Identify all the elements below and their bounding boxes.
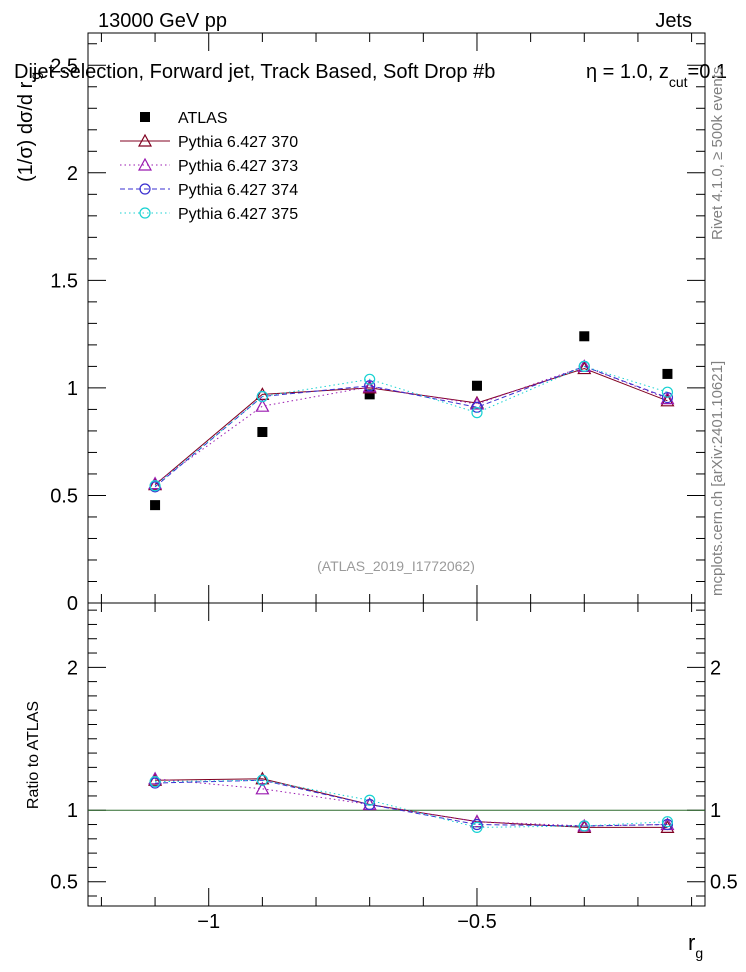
main-point-p375 — [661, 386, 674, 398]
main-y-tick-label: 0.5 — [50, 485, 78, 507]
ratio-point-p375 — [578, 820, 590, 832]
ratio-y-tick-label-right: 2 — [710, 657, 721, 679]
main-series-line-p370 — [154, 368, 668, 486]
main-series-p373 — [148, 359, 675, 490]
main-y-tick-label: 1 — [67, 378, 78, 400]
main-point-atlas — [471, 380, 482, 391]
analysis-id-label: (ATLAS_2019_I1772062) — [317, 558, 475, 574]
ratio-y-tick-label-left: 2 — [67, 657, 78, 679]
params-label: η = 1.0, zcut=0.1 — [586, 61, 727, 90]
x-tick-label: −0.5 — [457, 911, 496, 933]
main-point-p370 — [660, 393, 675, 407]
main-y-tick-label: 0 — [67, 593, 78, 615]
main-y-tick-label: 2 — [67, 163, 78, 185]
ratio-series-line-p375 — [155, 779, 668, 828]
main-y-axis-title-text: (1/σ) dσ/d r — [15, 81, 37, 182]
ratio-y-tick-label-left: 0.5 — [50, 872, 78, 894]
main-point-atlas — [257, 427, 268, 437]
legend: ATLAS Pythia 6.427 370 Pythia 6.427 373 Pyt… — [120, 110, 298, 223]
ratio-point-p374 — [364, 798, 376, 811]
legend-marker-p374 — [139, 183, 151, 195]
main-series-p374 — [149, 360, 674, 493]
ratio-y-tick-label-left: 1 — [67, 800, 78, 822]
x-axis-title-sub: g — [695, 945, 703, 961]
main-series-line-p375 — [154, 365, 668, 487]
x-axis-title: rg — [688, 930, 703, 961]
main-series-p370 — [148, 361, 675, 491]
ratio-point-p370 — [577, 820, 592, 833]
selection-label: Dijet selection, Forward jet, Track Base… — [14, 61, 495, 83]
main-point-p375 — [471, 407, 483, 419]
legend-marker-p375 — [139, 207, 151, 219]
energy-label: 13000 GeV pp — [98, 10, 227, 32]
ratio-point-p373 — [255, 781, 270, 795]
params-value: =0.1 — [688, 61, 727, 83]
main-point-p375 — [578, 360, 590, 372]
ratio-point-p375 — [661, 816, 674, 828]
legend-marker-p373 — [137, 157, 153, 171]
legend-marker-atlas — [140, 112, 150, 122]
main-point-p375 — [364, 373, 376, 385]
main-series-line-p373 — [154, 365, 668, 485]
ratio-y-axis-title: Ratio to ATLAS — [25, 701, 42, 809]
ratio-series-p374 — [149, 774, 674, 832]
legend-label-p375: Pythia 6.427 375 — [178, 206, 298, 223]
ratio-series-p375 — [149, 774, 674, 833]
main-point-atlas — [662, 368, 673, 379]
main-point-atlas — [364, 389, 375, 400]
main-point-p373 — [660, 391, 675, 405]
ratio-y-tick-label-right: 1 — [710, 800, 721, 822]
ratio-series-line-p373 — [155, 778, 668, 827]
main-point-p373 — [255, 398, 270, 412]
params-eta: η = 1.0, z — [586, 61, 669, 83]
x-tick-label: −1 — [197, 911, 220, 933]
legend-marker-p370 — [137, 133, 153, 147]
process-label: Jets — [655, 10, 692, 32]
main-series-atlas — [150, 331, 673, 511]
ratio-point-p375 — [256, 774, 268, 786]
ratio-point-p370 — [660, 820, 675, 833]
main-point-p375 — [149, 480, 161, 492]
ratio-series-line-p374 — [155, 779, 668, 827]
ratio-series-p370 — [148, 771, 675, 833]
legend-label-p373: Pythia 6.427 373 — [178, 158, 298, 175]
ratio-point-p375 — [471, 821, 483, 833]
main-y-tick-label: 1.5 — [50, 270, 78, 292]
axis-ticks: 0 0.5 1 1.5 2 2.5 0.5 0.5 1 1 2 2 −1 −0.5 — [50, 33, 738, 933]
legend-label-p370: Pythia 6.427 370 — [178, 134, 298, 151]
ratio-panel-frame — [87, 602, 706, 907]
mcplots-label: mcplots.cern.ch [arXiv:2401.10621] — [709, 361, 726, 596]
main-point-atlas — [150, 500, 161, 511]
ratio-point-p375 — [364, 794, 376, 806]
rivet-label: Rivet 4.1.0, ≥ 500k events — [709, 67, 726, 240]
series-layer — [148, 331, 675, 833]
ratio-y-tick-label-right: 0.5 — [710, 872, 738, 894]
x-axis-title-text: r — [688, 930, 695, 955]
legend-label-p374: Pythia 6.427 374 — [178, 182, 298, 199]
main-series-line-p374 — [154, 365, 668, 488]
main-y-tick-label: 2.5 — [50, 55, 78, 77]
main-point-p374 — [661, 391, 674, 404]
legend-label-atlas: ATLAS — [178, 110, 228, 127]
ratio-point-p375 — [149, 776, 161, 788]
main-y-axis-title: (1/σ) dσ/d rg — [15, 72, 43, 182]
main-y-axis-title-sub: g — [27, 72, 43, 80]
ratio-point-p374 — [471, 818, 483, 831]
main-series-p375 — [149, 360, 674, 492]
main-point-atlas — [579, 331, 590, 342]
params-sub: cut — [669, 74, 688, 90]
ratio-point-p374 — [661, 818, 674, 831]
main-point-p374 — [364, 380, 376, 392]
main-point-p375 — [256, 390, 268, 403]
